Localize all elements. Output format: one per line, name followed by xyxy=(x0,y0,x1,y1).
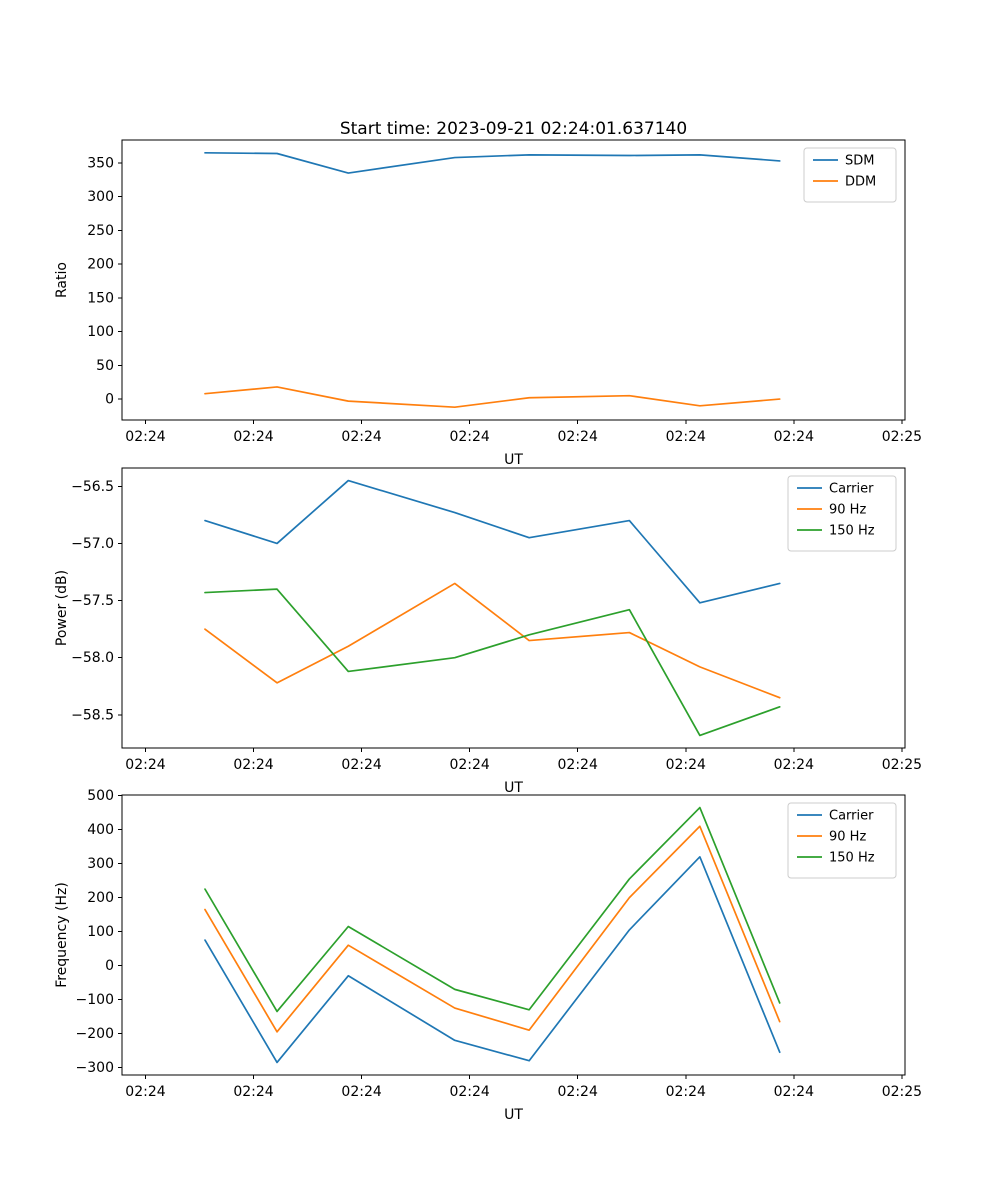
x-tick-label: 02:24 xyxy=(125,1084,165,1100)
x-axis-label: UT xyxy=(504,780,523,796)
frequency-chart: −300 −200 −100 0 100 200 300 400 500 02:24 02:24 02… xyxy=(54,788,922,1123)
y-tick-label: −300 xyxy=(76,1060,114,1076)
x-tick-label: 02:24 xyxy=(233,757,273,773)
y-tick-label: −58.5 xyxy=(71,707,114,723)
legend-label: 90 Hz xyxy=(829,503,866,518)
figure-title: Start time: 2023-09-21 02:24:01.637140 xyxy=(339,119,688,139)
x-tick-label: 02:24 xyxy=(341,429,381,445)
y-tick-label: −58.0 xyxy=(71,650,114,666)
legend-label: SDM xyxy=(845,154,874,169)
ratio-chart: 0 50 100 150 200 250 300 350 02:24 02:24 02:24 02:2… xyxy=(54,139,922,468)
y-tick-label: −56.5 xyxy=(71,479,114,495)
legend-label: Carrier xyxy=(829,809,874,824)
axes-frame xyxy=(121,467,906,749)
y-tick-label: 500 xyxy=(87,788,114,804)
power-chart: −56.5 −57.0 −57.5 −58.0 −58.5 02:24 02:24 02:24… xyxy=(54,467,922,796)
y-tick-label: 250 xyxy=(87,223,114,239)
y-tick-label: 400 xyxy=(87,822,114,838)
series-line-90-hz xyxy=(204,582,781,699)
legend-label: 150 Hz xyxy=(829,524,875,539)
legend-label: 150 Hz xyxy=(829,851,875,866)
x-tick-label: 02:24 xyxy=(774,757,814,773)
series-line-ddm xyxy=(204,386,781,409)
x-tick-label: 02:24 xyxy=(666,757,706,773)
y-axis-label: Power (dB) xyxy=(54,570,70,646)
x-tick-label: 02:24 xyxy=(449,757,489,773)
x-axis-label: UT xyxy=(504,1107,523,1123)
x-tick-label: 02:24 xyxy=(233,1084,273,1100)
y-tick-label: 300 xyxy=(87,856,114,872)
x-tick-label: 02:24 xyxy=(449,429,489,445)
y-tick-label: 0 xyxy=(105,392,114,408)
y-tick-label: 50 xyxy=(96,358,114,374)
x-tick-label: 02:24 xyxy=(125,429,165,445)
x-tick-label: 02:24 xyxy=(558,429,598,445)
y-tick-label: 200 xyxy=(87,890,114,906)
x-tick-label: 02:25 xyxy=(882,757,922,773)
y-tick-label: 0 xyxy=(105,958,114,974)
legend-label: Carrier xyxy=(829,482,874,497)
y-axis-label: Frequency (Hz) xyxy=(54,882,70,988)
y-tick-label: 350 xyxy=(87,155,114,171)
x-tick-label: 02:24 xyxy=(233,429,273,445)
x-tick-label: 02:24 xyxy=(774,1084,814,1100)
series-line-sdm xyxy=(204,151,781,174)
series-line-carrier xyxy=(204,855,781,1064)
x-tick-label: 02:24 xyxy=(558,757,598,773)
y-tick-label: 300 xyxy=(87,189,114,205)
x-axis-label: UT xyxy=(504,452,523,468)
legend-box xyxy=(787,475,897,552)
legend-label: 90 Hz xyxy=(829,830,866,845)
y-tick-label: −57.0 xyxy=(71,536,114,552)
x-tick-label: 02:24 xyxy=(774,429,814,445)
y-tick-label: −57.5 xyxy=(71,593,114,609)
y-tick-label: 100 xyxy=(87,924,114,940)
legend-label: DDM xyxy=(845,175,876,190)
x-tick-label: 02:24 xyxy=(341,1084,381,1100)
x-tick-label: 02:24 xyxy=(449,1084,489,1100)
x-tick-label: 02:25 xyxy=(882,1084,922,1100)
y-tick-label: −200 xyxy=(76,1026,114,1042)
y-tick-label: 100 xyxy=(87,324,114,340)
x-tick-label: 02:25 xyxy=(882,429,922,445)
series-line-carrier xyxy=(204,479,781,604)
axes-frame xyxy=(121,794,906,1076)
x-tick-label: 02:24 xyxy=(666,429,706,445)
y-tick-label: 200 xyxy=(87,257,114,273)
x-tick-label: 02:24 xyxy=(558,1084,598,1100)
y-tick-label: 150 xyxy=(87,290,114,306)
y-axis-label: Ratio xyxy=(54,262,70,298)
series-line-150-hz xyxy=(204,588,781,737)
legend-box xyxy=(803,147,897,203)
y-tick-label: −100 xyxy=(76,992,114,1008)
x-tick-label: 02:24 xyxy=(341,757,381,773)
axes-frame xyxy=(121,139,906,421)
x-tick-label: 02:24 xyxy=(666,1084,706,1100)
series-line-150-hz xyxy=(204,806,781,1013)
x-tick-label: 02:24 xyxy=(125,757,165,773)
series-line-90-hz xyxy=(204,825,781,1033)
legend-box xyxy=(787,802,897,879)
